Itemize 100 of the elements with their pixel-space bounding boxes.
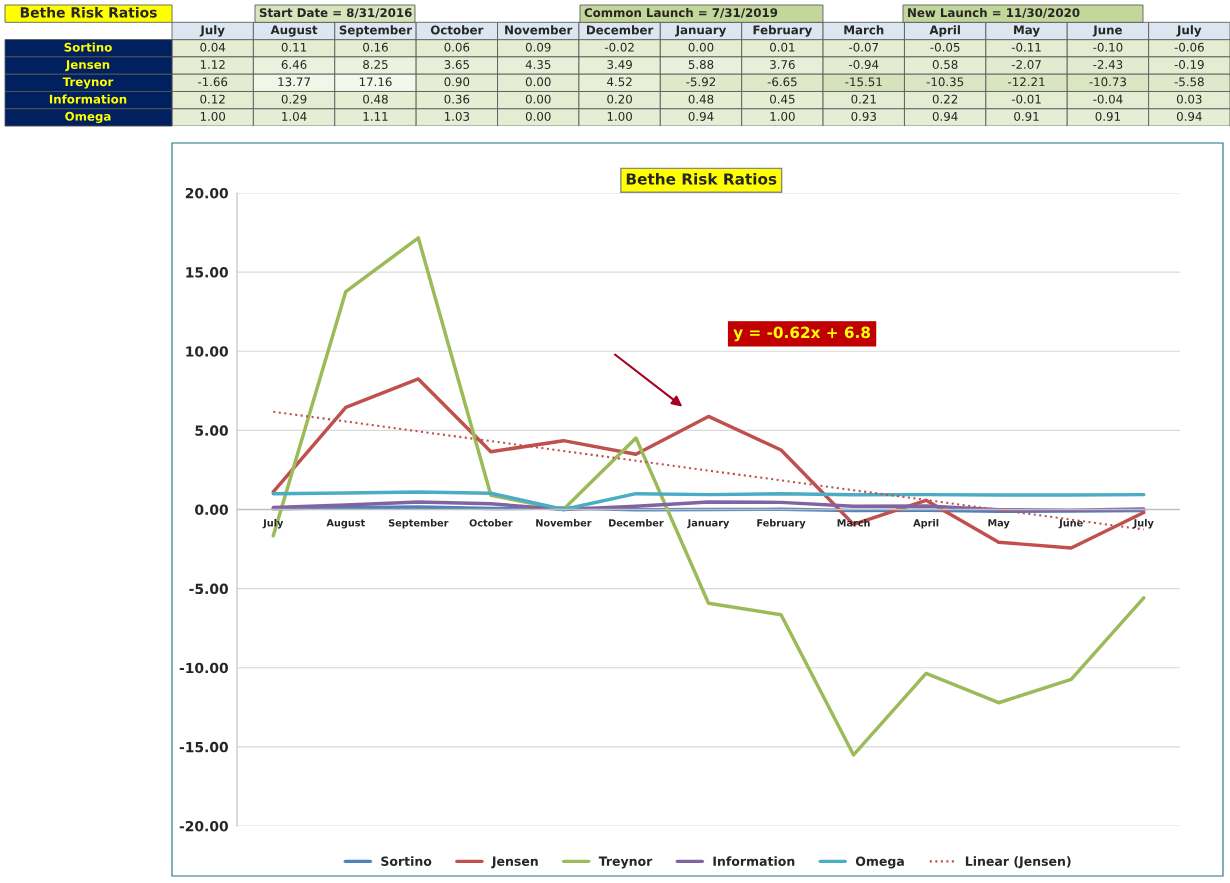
data-label: 0.16 (363, 42, 388, 52)
data-label: -5.58 (1174, 77, 1204, 87)
x-tick-label: February (753, 25, 813, 37)
data-label: -2.43 (1093, 60, 1123, 69)
x-tick-label: March (844, 25, 884, 35)
data-label: -0.07 (849, 42, 879, 52)
data-label: 0.11 (281, 42, 307, 52)
data-label: 0.36 (444, 94, 470, 104)
data-label: 0.94 (1176, 111, 1202, 121)
x-tick-label: July (1176, 25, 1202, 37)
data-label: -6.65 (767, 77, 797, 87)
data-label: 1.00 (770, 111, 795, 121)
data-label: 0.91 (1014, 111, 1039, 121)
x-tick-label: July (199, 25, 225, 37)
data-label: -0.11 (1011, 42, 1041, 52)
data-label: 6.46 (281, 60, 307, 69)
data-label: 1.04 (282, 111, 307, 121)
data-label: 0.45 (770, 94, 795, 104)
x-tick-label: September (388, 518, 449, 529)
y-tick-label: Omega (65, 111, 111, 124)
x-tick-label: June (1092, 25, 1122, 37)
data-label: 0.58 (932, 60, 958, 69)
data-label: 4.52 (607, 77, 632, 87)
x-tick-label: December (609, 518, 664, 527)
y-tick-label: -10.00 (179, 662, 228, 674)
x-tick-label: April (913, 518, 939, 529)
data-label: 13.77 (278, 77, 310, 87)
y-tick-label: 10.00 (186, 346, 228, 357)
text: Start Date = 8/31/2016 (259, 8, 412, 18)
data-label: 3.76 (770, 60, 795, 69)
data-label: 4.35 (525, 60, 551, 69)
data-label: -5.92 (686, 77, 716, 87)
line-series (271, 500, 1146, 512)
data-label: 0.22 (932, 94, 958, 104)
data-label: 0.94 (932, 111, 958, 121)
x-tick-label: November (536, 518, 592, 527)
chart-title: Bethe Risk Ratios (20, 6, 157, 18)
y-tick-label: 5.00 (195, 425, 228, 436)
data-label: -0.05 (930, 42, 960, 52)
data-label: -0.94 (849, 60, 879, 69)
data-label: 0.06 (444, 42, 470, 52)
x-tick-label: July (1133, 518, 1154, 529)
data-label: 0.29 (281, 94, 307, 104)
data-label: 0.48 (363, 94, 388, 104)
data-label: 0.00 (525, 77, 551, 87)
y-tick-label: Sortino (64, 42, 112, 52)
line-series (271, 490, 1146, 512)
data-label: 0.00 (525, 111, 551, 121)
data-label: -0.01 (1011, 94, 1041, 104)
data-label: 0.90 (444, 77, 470, 87)
x-tick-label: October (430, 25, 484, 35)
data-label: 0.04 (200, 42, 226, 52)
data-label: 1.00 (607, 111, 632, 121)
data-label: 3.65 (444, 60, 469, 69)
data-label: -0.04 (1093, 94, 1123, 104)
data-label: 0.21 (851, 94, 876, 104)
data-label: 0.20 (607, 94, 632, 104)
legend-label: Treynor (598, 856, 653, 869)
legend-label: Sortino (381, 856, 432, 866)
x-tick-label: August (270, 25, 318, 37)
data-label: -1.66 (198, 77, 228, 87)
data-label: 8.25 (363, 60, 388, 69)
data-label: 0.00 (688, 42, 714, 52)
data-label: 0.00 (525, 94, 551, 104)
data-label: -10.73 (1089, 77, 1127, 87)
x-tick-label: April (929, 25, 960, 37)
x-tick-label: August (326, 519, 365, 529)
data-label: -0.02 (604, 42, 634, 52)
data-label: 1.12 (200, 60, 225, 69)
chart-title: Bethe Risk Ratios (626, 172, 777, 185)
y-tick-label: 20.00 (185, 187, 228, 199)
y-tick-label: Jensen (65, 60, 110, 72)
y-tick-label: 15.00 (186, 267, 228, 278)
legend-label: Information (713, 856, 795, 866)
x-tick-label: September (339, 25, 413, 37)
data-label: 1.11 (363, 112, 388, 121)
x-tick-label: January (675, 25, 727, 37)
y-tick-label: -20.00 (179, 820, 228, 832)
x-tick-label: February (757, 518, 806, 529)
data-label: -10.35 (926, 77, 964, 87)
data-label: 0.48 (688, 94, 714, 104)
data-label: 3.49 (607, 60, 632, 69)
data-label: 5.88 (688, 60, 714, 69)
data-label: -0.06 (1174, 42, 1204, 52)
data-label: 1.03 (445, 111, 470, 121)
data-label: 0.12 (200, 94, 225, 104)
data-label: -2.07 (1011, 60, 1041, 69)
legend-label: Jensen (491, 856, 538, 869)
data-label: 0.91 (1095, 111, 1120, 121)
y-tick-label: Treynor (62, 77, 114, 89)
legend-label: Linear (Jensen) (965, 856, 1071, 869)
data-label: 1.00 (200, 111, 226, 121)
text: New Launch = 11/30/2020 (908, 7, 1080, 18)
text: Common Launch = 7/31/2019 (584, 7, 778, 18)
y-tick-label: Information (49, 94, 127, 104)
data-label: 17.16 (359, 77, 392, 87)
x-tick-label: May (988, 519, 1010, 529)
data-label: 0.03 (1176, 94, 1202, 104)
y-tick-label: 0.00 (195, 504, 228, 515)
x-tick-label: May (1014, 25, 1040, 37)
